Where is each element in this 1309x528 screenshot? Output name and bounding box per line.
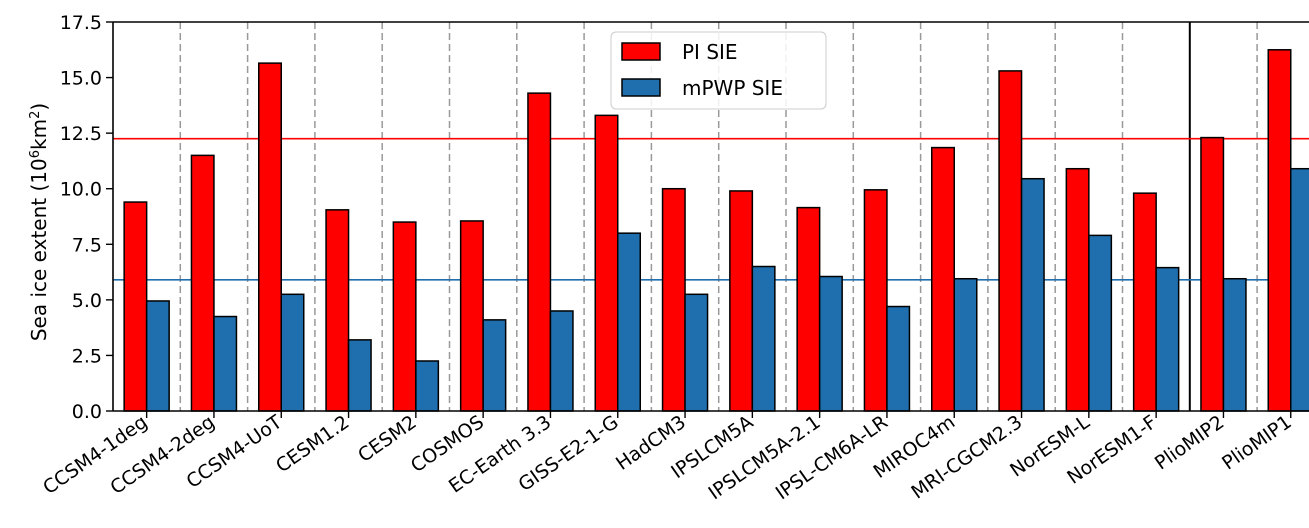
bar-mpwp-sie [549, 310, 574, 412]
bar-mpwp-sie [751, 265, 776, 412]
legend: PI SIE mPWP SIE [610, 31, 827, 110]
bar-pi-sie [931, 146, 955, 412]
legend-box [610, 31, 827, 110]
bar-mpwp-sie [1155, 266, 1180, 412]
y-tick-label: 5.0 [72, 290, 102, 312]
bar-pi-sie [863, 189, 888, 412]
bar-mpwp-sie [1020, 177, 1045, 412]
bar-pi-sie [325, 209, 350, 412]
legend-swatch-pi [621, 42, 661, 61]
x-tick-label: PlioMIP2 [1151, 411, 1228, 474]
x-tick-label: IPSL-CM6A-LR [772, 411, 892, 504]
x-tick-label: PlioMIP1 [1218, 411, 1295, 474]
bar-mpwp-sie [886, 305, 911, 412]
plot-frame [112, 21, 1309, 412]
bar-pi-sie [527, 92, 552, 412]
bar-pi-sie [392, 221, 417, 412]
bar-mpwp-sie [415, 360, 440, 412]
y-tick-label: 7.5 [72, 234, 102, 256]
y-axis-ticks: 0.0 2.5 5.0 7.5 10.0 12.5 15.0 17.5 [60, 12, 113, 423]
bar-pi-sie [594, 114, 619, 412]
bar-pi-sie [258, 62, 282, 412]
bar-pi-sie [123, 201, 148, 412]
x-tick-label: IPSLCM5A-2.1 [705, 411, 825, 504]
x-tick-label: CESM1.2 [272, 411, 353, 477]
bar-pi-sie [1065, 167, 1090, 412]
bar-mpwp-sie [617, 232, 641, 412]
bar-mpwp-sie [1290, 167, 1309, 412]
legend-label-pi: PI SIE [682, 40, 738, 64]
bar-pi-sie [1200, 136, 1225, 412]
bars [123, 49, 1309, 412]
bar-mpwp-sie [818, 275, 843, 412]
bar-mpwp-sie [145, 300, 170, 412]
reference-lines [113, 137, 1309, 281]
y-tick-label: 2.5 [72, 345, 102, 367]
y-axis-title: Sea ice extent (106km2) [27, 103, 51, 341]
bar-mpwp-sie [280, 293, 305, 412]
bar-mpwp-sie [1088, 234, 1113, 412]
separator-lines [179, 22, 1258, 411]
y-tick-label: 12.5 [60, 123, 102, 145]
bar-pi-sie [729, 190, 754, 412]
y-tick-label: 0.0 [72, 401, 102, 423]
bar-pi-sie [459, 220, 484, 412]
bar-pi-sie [998, 70, 1023, 412]
bar-mpwp-sie [213, 315, 238, 412]
y-tick-label: 17.5 [60, 12, 102, 34]
bar-pi-sie [661, 187, 686, 412]
bar-mpwp-sie [953, 277, 978, 412]
bar-pi-sie [796, 206, 821, 412]
bar-mpwp-sie [482, 319, 507, 412]
y-tick-label: 15.0 [60, 68, 102, 90]
bar-pi-sie [190, 154, 215, 412]
bar-pi-sie [1132, 192, 1157, 412]
y-tick-label: 10.0 [60, 179, 102, 201]
legend-swatch-mpwp [621, 78, 661, 97]
bar-mpwp-sie [347, 339, 372, 412]
bar-pi-sie [1267, 49, 1292, 412]
legend-label-mpwp: mPWP SIE [682, 76, 783, 100]
bar-mpwp-sie [1222, 277, 1247, 412]
bar-mpwp-sie [684, 293, 709, 412]
